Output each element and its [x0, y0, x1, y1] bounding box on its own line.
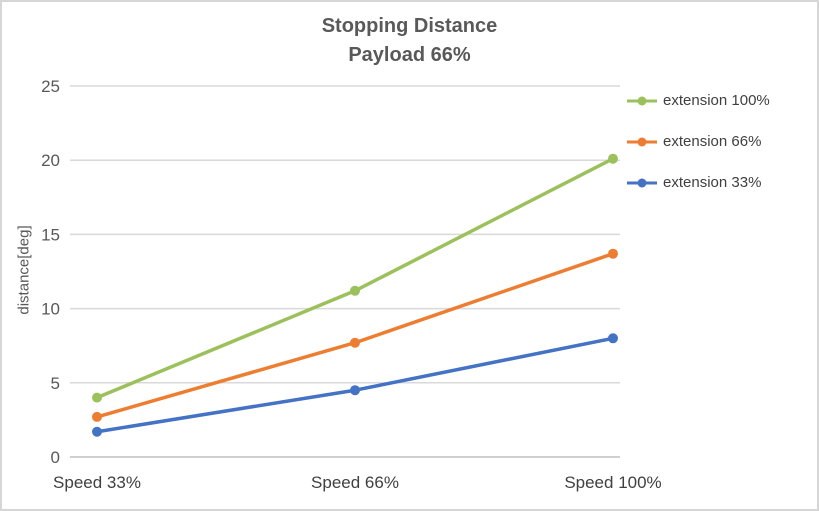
data-point-marker — [608, 153, 618, 164]
legend-label: extension 100% — [663, 92, 770, 109]
y-tick-label: 15 — [41, 225, 60, 244]
data-point-marker — [608, 333, 618, 344]
y-tick-label: 10 — [41, 300, 60, 319]
x-axis-label: Speed 66% — [311, 473, 399, 492]
y-tick-label: 5 — [51, 374, 60, 393]
chart-title-line2: Payload 66% — [348, 44, 471, 66]
legend-marker-icon — [627, 96, 657, 105]
chart-title-line1: Stopping Distance — [321, 15, 498, 37]
legend-label: extension 66% — [663, 133, 762, 150]
data-point-marker — [92, 392, 102, 403]
x-axis-label: Speed 100% — [564, 473, 661, 492]
y-axis-title: distance[deg] — [15, 225, 33, 315]
y-tick-label: 0 — [51, 448, 60, 467]
data-point-marker — [350, 285, 360, 296]
legend-label: extension 33% — [663, 174, 762, 191]
legend-marker-icon — [627, 178, 657, 187]
series-line-extension-33- — [95, 336, 615, 434]
legend: extension 100% extension 66% extension 33% — [627, 92, 770, 191]
y-tick-label: 20 — [41, 151, 60, 170]
chart-title: Stopping Distance Payload 66% — [2, 12, 817, 70]
data-point-marker — [350, 385, 360, 396]
x-axis-label: Speed 33% — [53, 473, 141, 492]
legend-marker-icon — [627, 137, 657, 146]
series-line-extension-100- — [95, 156, 615, 400]
y-tick-label: 25 — [41, 77, 60, 96]
data-point-marker — [92, 411, 102, 422]
legend-item: extension 100% — [627, 92, 770, 109]
legend-item: extension 33% — [627, 174, 770, 191]
data-point-marker — [92, 426, 102, 437]
data-point-marker — [608, 248, 618, 259]
legend-item: extension 66% — [627, 133, 770, 150]
data-point-marker — [350, 337, 360, 348]
